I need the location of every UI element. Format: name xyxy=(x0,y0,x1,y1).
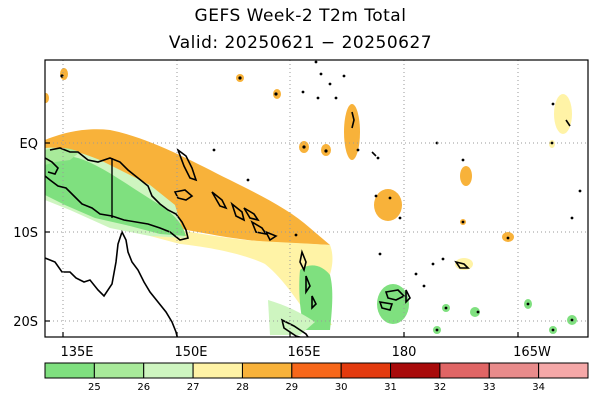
lat-label: EQ xyxy=(20,137,38,152)
lat-labels: EQ 10S 20S xyxy=(13,137,38,330)
coast-vanuatu xyxy=(299,249,307,273)
shade-29-patch xyxy=(45,93,49,103)
coast-australia xyxy=(45,229,179,337)
lon-label: 180 xyxy=(392,345,417,360)
lat-label: 10S xyxy=(13,226,38,241)
coast-solomons xyxy=(250,220,268,236)
lon-labels: 135E 150E 165E 180 165W xyxy=(60,345,550,360)
shade-29-patch xyxy=(344,104,360,160)
colorbar-label: 28 xyxy=(236,382,249,393)
lon-label: 165E xyxy=(287,345,320,360)
colorbar-label: 27 xyxy=(187,382,200,393)
shade-29-patch xyxy=(60,68,68,80)
coast-bird-head xyxy=(45,157,59,175)
coast-small xyxy=(371,151,377,157)
coast-fiji xyxy=(378,300,394,311)
graticule xyxy=(45,60,588,337)
colorbar-label: 33 xyxy=(483,382,496,393)
shade-25-patch xyxy=(470,307,480,317)
shade-29-patch xyxy=(460,166,472,186)
coastlines xyxy=(45,111,571,337)
colorbar-label: 30 xyxy=(335,382,348,393)
coast-vanuatu xyxy=(311,295,317,310)
colorbar-swatch xyxy=(291,362,342,379)
colorbar-label: 31 xyxy=(384,382,397,393)
shade-27-south xyxy=(268,300,315,335)
coast-samoa xyxy=(454,260,470,269)
lat-label: 20S xyxy=(13,315,38,330)
coast-vanuatu xyxy=(305,275,311,295)
coast-new-ireland xyxy=(176,147,198,182)
colorbar-swatch xyxy=(241,362,293,379)
coast-solomons xyxy=(230,201,246,222)
colorbar-label: 25 xyxy=(88,382,101,393)
axis-ticks xyxy=(45,142,519,337)
colorbar-label: 29 xyxy=(285,382,298,393)
lon-label: 165W xyxy=(513,345,551,360)
coast-small xyxy=(565,119,571,127)
coast-fiji xyxy=(405,289,411,304)
colorbar: 25 26 27 28 29 30 31 32 33 34 xyxy=(44,362,589,393)
colorbar-swatch xyxy=(538,362,589,379)
shade-29-patch xyxy=(374,189,402,221)
shade-28-patch xyxy=(554,94,572,134)
coast-new-guinea xyxy=(45,147,189,241)
colorbar-swatch xyxy=(390,362,441,379)
colorbar-label: 32 xyxy=(434,382,447,393)
colorbar-label: 34 xyxy=(532,382,545,393)
colorbar-swatch xyxy=(44,362,95,379)
shade-25-newguinea xyxy=(45,155,186,236)
lon-label: 135E xyxy=(60,345,93,360)
map-title: GEFS Week-2 T2m Total xyxy=(194,6,407,26)
temperature-shading xyxy=(45,68,577,335)
colorbar-swatch xyxy=(488,362,540,379)
colorbar-swatch xyxy=(192,362,243,379)
coast-solomons xyxy=(243,207,260,222)
coast-small xyxy=(351,111,355,129)
island-dots xyxy=(60,60,582,332)
shade-28-main xyxy=(150,222,333,326)
coast-solomons xyxy=(211,191,228,210)
colorbar-swatch xyxy=(439,362,490,379)
coast-fiji xyxy=(384,289,406,301)
coast-solomons xyxy=(264,230,278,242)
colorbar-label: 26 xyxy=(137,382,150,393)
shade-29-main xyxy=(45,129,330,245)
colorbar-swatch xyxy=(340,362,392,379)
lon-label: 150E xyxy=(174,345,207,360)
colorbar-swatch xyxy=(93,362,145,379)
coast-new-caledonia xyxy=(280,318,309,337)
map-frame xyxy=(44,59,589,338)
map-subtitle: Valid: 20250621 − 20250627 xyxy=(168,33,433,53)
colorbar-swatch xyxy=(143,362,194,379)
